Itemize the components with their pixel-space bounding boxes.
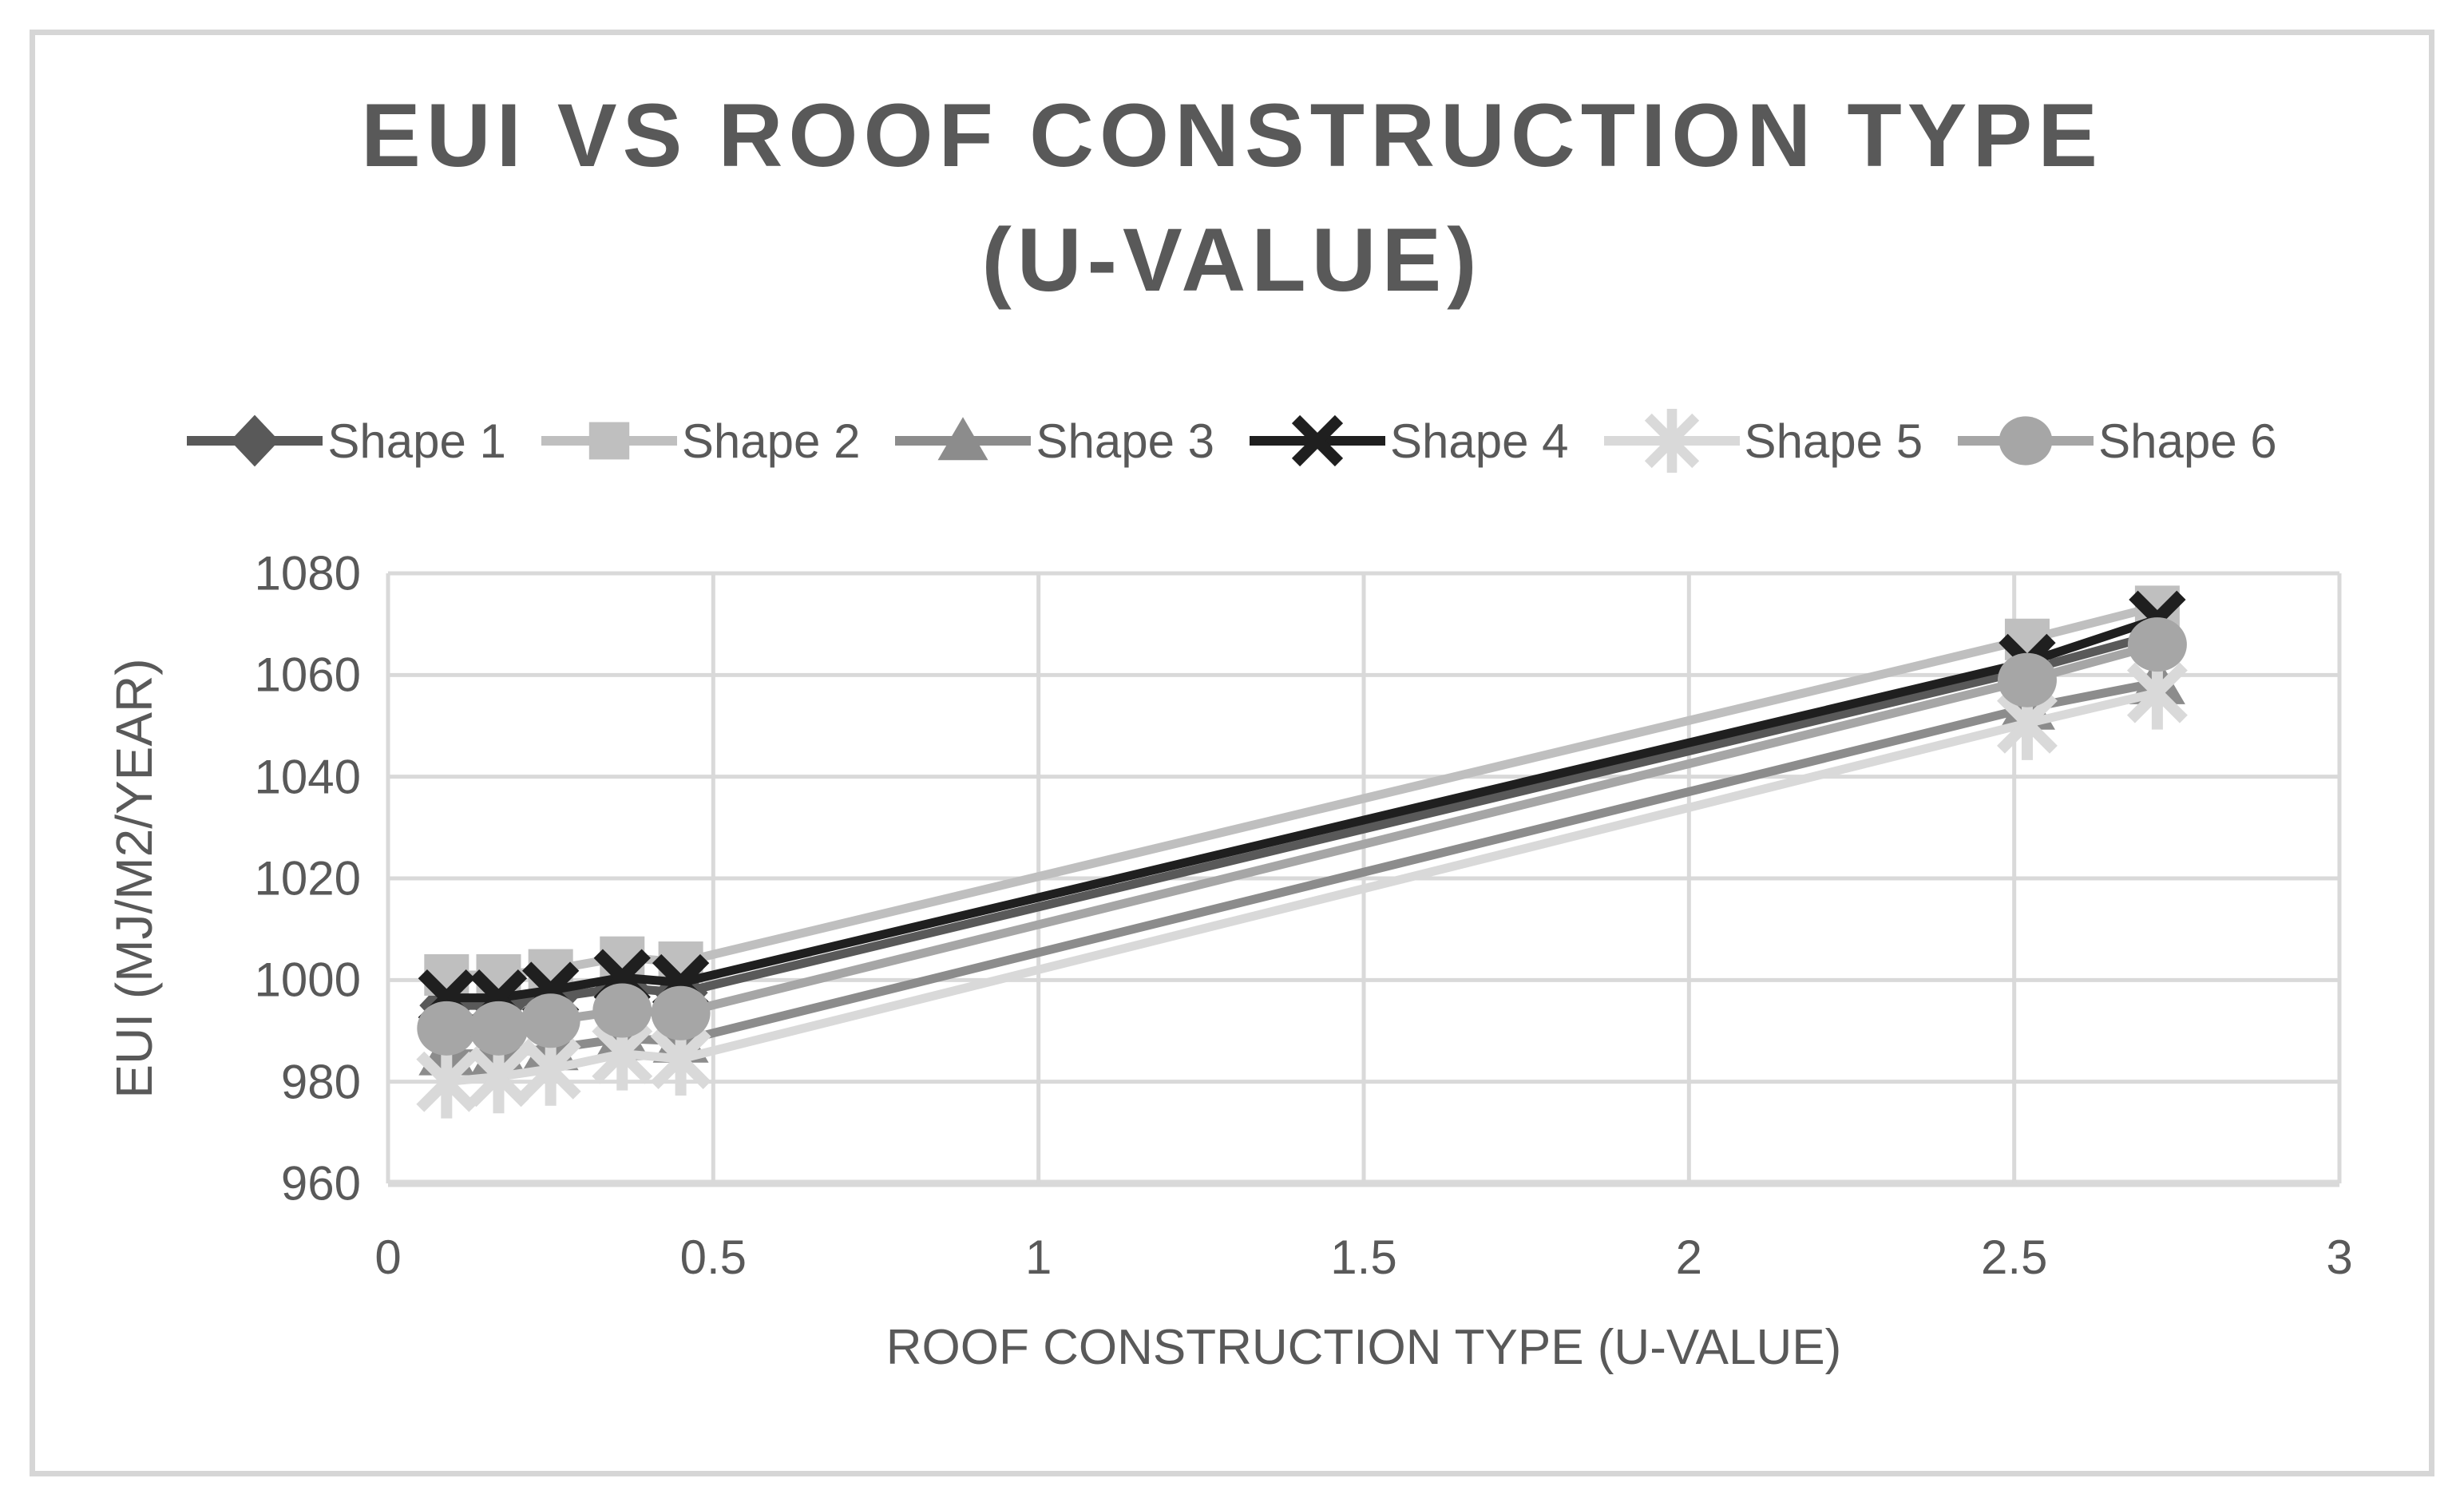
circle-marker [417,1001,477,1056]
legend-label: Shape 5 [1744,414,1923,468]
circle-marker [1999,416,2053,466]
legend-item-shape-4: Shape 4 [1250,409,1569,473]
asterisk-marker [416,1044,477,1119]
x-tick-label: 3 [2326,1231,2353,1284]
legend-label: Shape 6 [2098,414,2277,468]
series-line [446,602,2159,980]
square-marker [588,422,630,460]
chart-title-line2: (U-VALUE) [981,210,1483,310]
legend-marker-icon [895,417,1032,461]
circle-marker [469,1001,529,1056]
x-tick-label: 0.5 [679,1231,747,1284]
legend-item-shape-5: Shape 5 [1603,409,1923,473]
y-tick-label: 1080 [254,546,361,600]
legend-label: Shape 4 [1390,414,1569,468]
legend-marker-icon [541,422,677,460]
circle-marker [521,993,580,1048]
legend-item-shape-6: Shape 6 [1958,409,2277,473]
series-shape-5 [416,656,2188,1119]
chart-title-line1: EUI VS ROOF CONSTRUCTION TYPE [361,85,2103,185]
legend-label: Shape 2 [681,414,861,468]
legend-marker-icon [1603,409,1740,473]
chart-title: EUI VS ROOF CONSTRUCTION TYPE (U-VALUE) [0,73,2464,323]
x-tick-label: 2.5 [1980,1231,2048,1284]
circle-marker [592,983,652,1038]
circle-marker [651,985,711,1040]
x-axis-title: ROOF CONSTRUCTION TYPE (U-VALUE) [885,1320,1842,1375]
legend-label: Shape 3 [1036,414,1214,468]
y-axis-tick-labels: 960 980 1000 1020 1040 1060 1080 [0,0,361,1506]
x-tick-label: 1 [1024,1231,1052,1284]
legend-item-shape-1: Shape 1 [187,409,506,473]
y-tick-label: 960 [280,1156,361,1211]
x-marker [1291,414,1344,467]
x-tick-label: 2 [1675,1231,1703,1284]
y-tick-label: 980 [280,1055,361,1109]
x-tick-label: 0 [374,1231,402,1284]
legend-item-shape-3: Shape 3 [895,409,1214,473]
legend-label: Shape 1 [327,414,506,468]
legend-marker-icon [1250,414,1385,467]
x-axis-tick-labels: 0 0.5 1 1.5 2 2.5 3 [0,1230,2464,1294]
asterisk-marker [1644,409,1699,473]
legend-item-shape-2: Shape 2 [541,409,861,473]
circle-marker [1997,652,2057,707]
diamond-marker [230,414,279,467]
y-tick-label: 1040 [254,750,361,804]
chart-legend: Shape 1 Shape 2 Shape 3 Shape 4 Shape 5 … [0,409,2464,473]
y-tick-label: 1000 [254,953,361,1007]
series-shape-2 [424,585,2180,996]
figure-border [30,30,2434,1476]
legend-marker-icon [1958,416,2094,466]
y-tick-label: 1060 [254,648,361,702]
series-shape-6 [417,617,2187,1056]
y-tick-label: 1020 [254,851,361,906]
triangle-marker [937,417,988,461]
legend-marker-icon [187,414,323,467]
x-tick-label: 1.5 [1330,1231,1397,1284]
circle-marker [2127,617,2187,672]
